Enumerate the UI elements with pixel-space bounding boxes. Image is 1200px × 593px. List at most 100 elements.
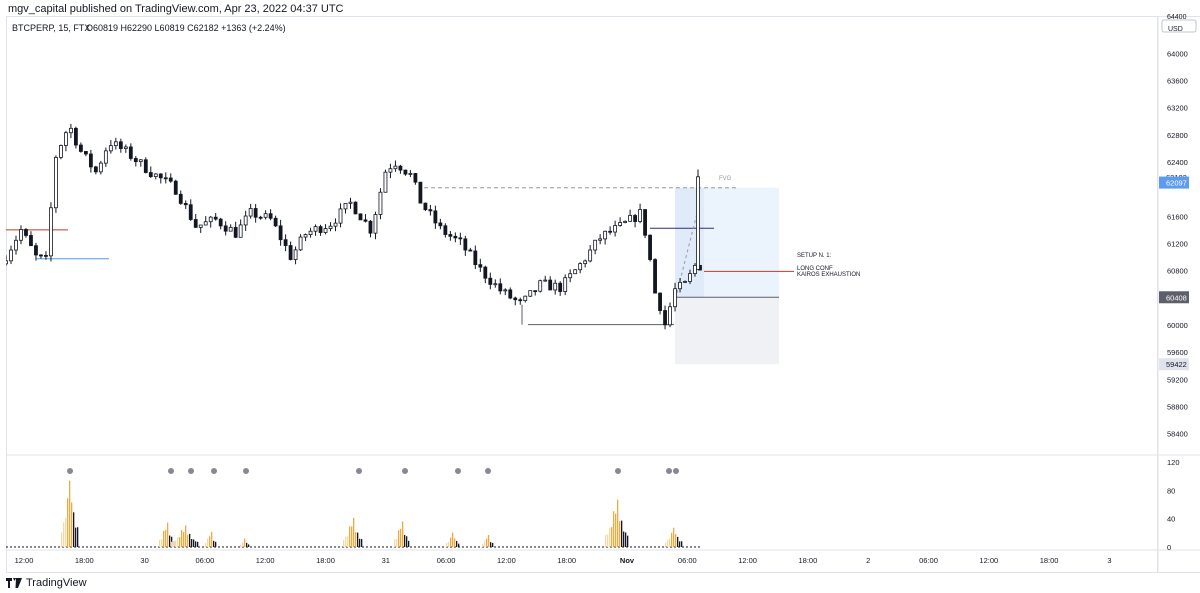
volume-bar (175, 540, 177, 547)
candle-down (88, 153, 93, 168)
price-tick-label: 62400 (1167, 158, 1188, 167)
volume-bar (454, 538, 456, 547)
candle-down (158, 173, 163, 179)
candle-up (348, 201, 353, 204)
volume-bar (398, 530, 400, 547)
candle-up (49, 207, 53, 257)
volume-bar (159, 539, 161, 547)
time-tick-label: 31 (382, 556, 390, 565)
candle-up (113, 141, 118, 147)
fvg-label: FVG (719, 176, 732, 182)
volume-bar (209, 536, 211, 547)
candle-down (273, 217, 278, 227)
candle-up (59, 145, 63, 158)
price-tick-label: 59200 (1167, 375, 1188, 384)
candle-up (203, 221, 208, 226)
candle-up (563, 277, 568, 292)
volume-bar (69, 480, 71, 547)
price-tick-label: 63600 (1167, 77, 1188, 86)
candle-down (428, 209, 433, 212)
signal-dot (485, 468, 491, 474)
time-tick-label: 2 (866, 556, 870, 565)
candle-down (608, 230, 613, 233)
candle-down (663, 310, 667, 326)
legend-symbol: BTCPERP, 15, FTX (12, 23, 90, 33)
volume-bar (211, 531, 213, 547)
last-candle (696, 176, 700, 270)
volume-tick-label: 80 (1167, 486, 1175, 495)
candle-up (683, 281, 687, 283)
volume-bar (349, 526, 351, 547)
tradingview-logo-icon (6, 578, 22, 588)
candle-down (73, 127, 78, 146)
candle-up (108, 145, 113, 152)
volume-bar (213, 540, 215, 547)
volume-bar (345, 536, 347, 547)
price-tag-bg (1159, 358, 1189, 371)
candle-down (658, 292, 662, 311)
volume-bar (452, 532, 454, 547)
candle-down (473, 250, 478, 266)
price-tick-label: 58800 (1167, 402, 1188, 411)
time-axis: 12:00 18:00 30 06:00 12:00 18:00 31 06:00 12:00 1… (15, 556, 1112, 565)
candle-up (693, 265, 697, 275)
volume-bar (353, 517, 355, 547)
price-tick-label: 62800 (1167, 131, 1188, 140)
candle-up (123, 146, 128, 149)
price-tag-59422: 59422 (1166, 360, 1187, 369)
candle-down (178, 193, 183, 204)
candle-up (503, 289, 508, 292)
price-tag-62097: 62097 (1166, 179, 1187, 188)
candle-up (308, 230, 313, 235)
candle-down (168, 177, 173, 182)
candles (6, 123, 702, 330)
volume-bar (402, 521, 404, 547)
candle-up (343, 202, 348, 210)
volume-bar (621, 520, 623, 547)
candle-down (353, 201, 358, 215)
volume-bar (242, 542, 244, 547)
candle-down (533, 290, 538, 293)
candle-down (24, 229, 28, 236)
setup-line2: KAIROS EXHAUSTION (797, 272, 860, 278)
time-tick-label: Nov (620, 556, 635, 565)
candle-up (578, 263, 583, 271)
candle-up (528, 290, 533, 297)
publisher-line: mgv_capital published on TradingView.com… (8, 3, 344, 15)
candle-down (498, 283, 503, 292)
currency-box (1161, 19, 1197, 33)
candle-down (233, 226, 238, 238)
signal-dot (615, 468, 621, 474)
candle-down (29, 235, 33, 247)
price-tick-label: 58400 (1167, 430, 1188, 439)
time-tick-label: 06:00 (919, 556, 938, 565)
candle-down (358, 213, 363, 221)
candle-down (483, 266, 488, 279)
candle-down (413, 173, 418, 183)
candle-down (148, 172, 153, 177)
volume-bar (361, 539, 363, 547)
candle-down (558, 282, 563, 292)
candle-down (34, 245, 38, 256)
price-tag-bg (1159, 291, 1189, 304)
candle-up (573, 269, 578, 275)
volume-bar (179, 537, 181, 547)
candle-up (313, 226, 318, 232)
time-tick-label: 18:00 (75, 556, 94, 565)
tradingview-footer[interactable]: TradingView (6, 575, 87, 591)
candle-up (293, 249, 298, 260)
candle-down (78, 144, 83, 152)
candle-down (133, 158, 138, 163)
candle-up (103, 150, 108, 164)
volume-bar (609, 527, 611, 547)
candle-down (183, 203, 188, 206)
time-tick-label: 30 (140, 556, 148, 565)
candle-down (403, 169, 408, 175)
candle-up (598, 238, 603, 241)
volume-bar (613, 511, 615, 547)
candle-down (643, 209, 647, 236)
volume-bar (187, 534, 189, 547)
signal-dot (211, 468, 217, 474)
time-tick-label: 06:00 (196, 556, 215, 565)
